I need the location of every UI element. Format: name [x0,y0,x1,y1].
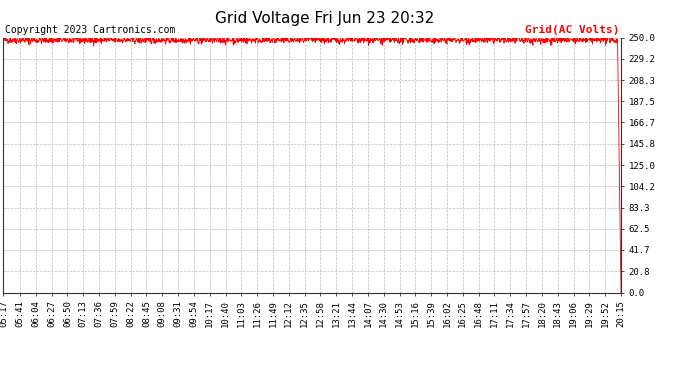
Text: Grid(AC Volts): Grid(AC Volts) [525,25,620,35]
Text: Grid Voltage Fri Jun 23 20:32: Grid Voltage Fri Jun 23 20:32 [215,11,434,26]
Text: Copyright 2023 Cartronics.com: Copyright 2023 Cartronics.com [6,25,176,35]
